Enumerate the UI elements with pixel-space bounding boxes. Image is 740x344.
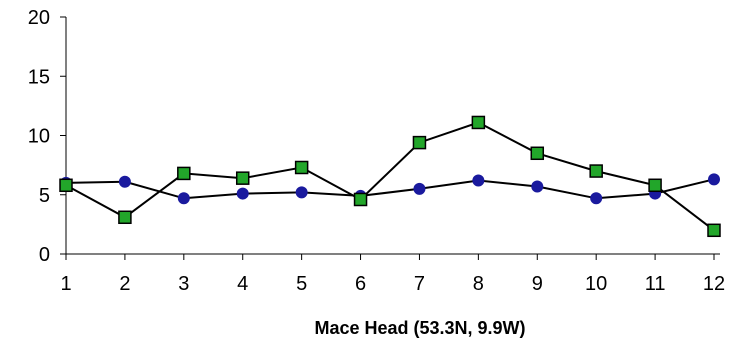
series-2	[59, 115, 721, 238]
x-tick-label: 1	[60, 273, 71, 295]
data-point-square	[589, 164, 603, 178]
x-tick-label: 10	[585, 273, 607, 295]
data-point-square	[353, 192, 368, 207]
y-axis-ticks: 0 5 10 15 20	[28, 7, 66, 266]
data-point-square	[177, 166, 191, 181]
x-tick-label: 11	[645, 273, 666, 295]
data-point-square	[118, 210, 132, 225]
series-line	[65, 121, 715, 232]
x-tick-label: 8	[473, 273, 484, 295]
y-tick-label: 10	[28, 126, 50, 148]
x-tick-label: 9	[532, 273, 543, 295]
data-point-square	[294, 160, 309, 175]
data-point-circle	[472, 174, 485, 187]
data-point-circle	[708, 173, 720, 186]
y-tick-label: 0	[39, 244, 50, 266]
series-layer	[59, 115, 721, 238]
axes	[65, 17, 720, 255]
data-point-square	[707, 223, 721, 238]
data-point-circle	[118, 175, 131, 188]
series-line	[65, 178, 715, 200]
x-tick-label: 5	[296, 273, 307, 295]
series-1	[60, 173, 720, 205]
data-point-square	[235, 171, 250, 185]
data-point-circle	[295, 186, 308, 199]
x-axis-title: Mace Head (53.3N, 9.9W)	[314, 318, 525, 338]
x-tick-label: 2	[119, 273, 130, 295]
data-point-square	[530, 146, 545, 161]
data-point-circle	[590, 192, 603, 205]
data-point-square	[59, 178, 73, 193]
y-tick-label: 15	[28, 66, 50, 88]
x-tick-label: 3	[178, 273, 189, 295]
data-point-circle	[236, 187, 249, 200]
y-tick-label: 20	[28, 7, 50, 29]
x-tick-label: 6	[355, 273, 366, 295]
x-axis-ticks: 1 2 3 4 5 6 7 8 9 10 11 12	[60, 254, 725, 295]
data-point-circle	[177, 192, 190, 205]
x-tick-label: 4	[237, 273, 248, 295]
y-tick-label: 5	[39, 185, 50, 207]
data-point-square	[412, 135, 427, 150]
data-point-circle	[413, 182, 426, 195]
x-tick-label: 12	[703, 273, 725, 295]
data-point-circle	[531, 180, 544, 193]
x-tick-label: 7	[414, 273, 425, 295]
data-point-square	[471, 115, 486, 130]
data-point-square	[648, 178, 662, 193]
